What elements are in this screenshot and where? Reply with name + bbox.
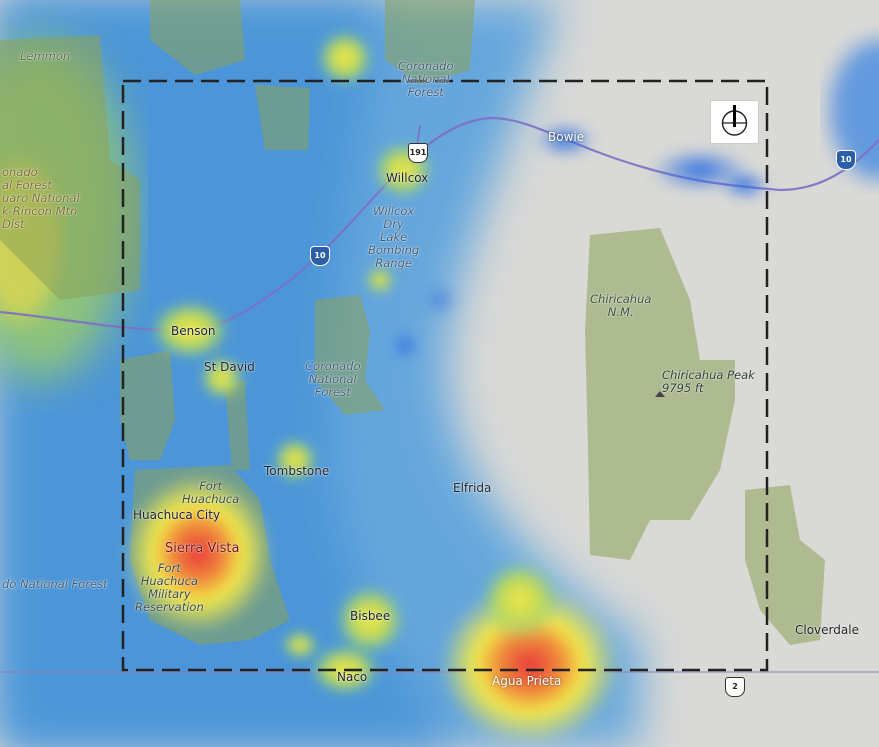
label-sierra-vista: Sierra Vista (165, 541, 240, 556)
label-coronado-north: Coronado National Forest (398, 59, 454, 99)
label-benson: Benson (171, 324, 216, 338)
label-elfrida: Elfrida (453, 481, 492, 495)
label-fort-huachuca-reservation: Fort Huachuca Military Reservation (135, 561, 204, 614)
label-st-david: St David (204, 360, 255, 374)
label-coronado-center: Coronado National Forest (305, 359, 361, 399)
peak-marker-icon (655, 391, 665, 397)
label-huachuca-city: Huachuca City (133, 508, 221, 522)
label-naco: Naco (337, 670, 368, 684)
label-willcox: Willcox (386, 171, 429, 185)
interstate-10-shield-west: 10 (310, 246, 330, 266)
compass-north-icon[interactable] (710, 100, 759, 144)
label-lemmon: Lemmon (20, 49, 71, 63)
label-tombstone: Tombstone (264, 464, 330, 478)
selection-rectangle[interactable] (121, 79, 769, 672)
label-bowie: Bowie (548, 130, 585, 144)
label-chiricahua-nm: Chiricahua N.M. (590, 292, 652, 319)
label-chiricahua-peak: Chiricahua Peak 9795 ft (662, 368, 755, 395)
label-coronado-left: onado al Forest uaro National k-Rincon M… (2, 165, 80, 231)
label-willcox-range: Willcox Dry Lake Bombing Range (368, 204, 420, 270)
label-national-forest-sw: do National Forest (2, 577, 108, 591)
route-2-shield: 2 (725, 677, 745, 697)
interstate-10-shield-east: 10 (836, 150, 856, 170)
label-bisbee: Bisbee (350, 609, 391, 623)
label-fort-huachuca: Fort Huachuca (182, 479, 240, 506)
label-cloverdale: Cloverdale (795, 623, 859, 637)
label-agua-prieta: Agua Prieta (492, 674, 562, 688)
us-191-shield: 191 (408, 143, 428, 163)
